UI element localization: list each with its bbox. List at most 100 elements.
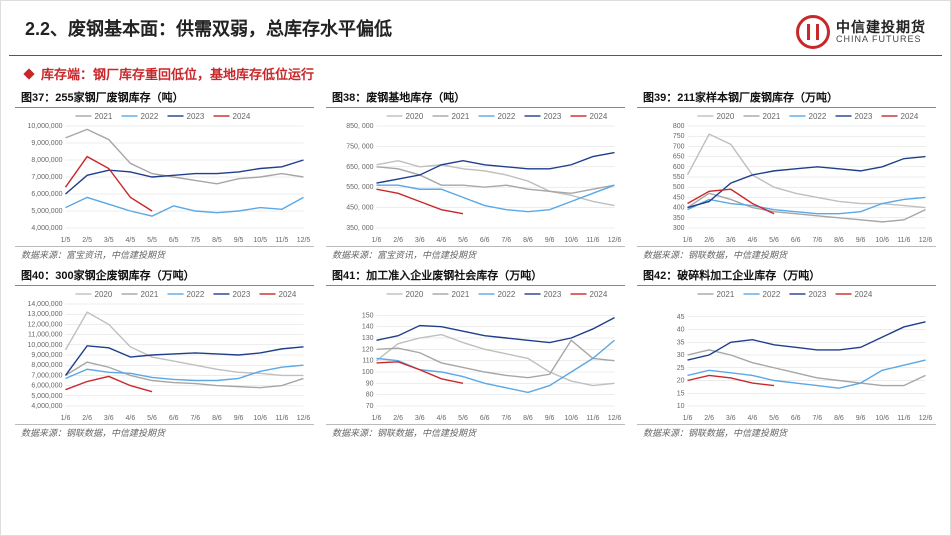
svg-text:2020: 2020: [717, 112, 735, 121]
svg-text:2/6: 2/6: [393, 237, 403, 244]
svg-text:4/6: 4/6: [748, 237, 758, 244]
svg-text:2021: 2021: [452, 112, 470, 121]
svg-text:2/6: 2/6: [393, 415, 403, 422]
svg-text:3/6: 3/6: [104, 415, 114, 422]
svg-text:2020: 2020: [406, 290, 424, 299]
svg-text:11/6: 11/6: [586, 237, 599, 244]
svg-text:9,000,000: 9,000,000: [31, 140, 62, 147]
svg-text:9/6: 9/6: [856, 415, 866, 422]
svg-text:100: 100: [362, 369, 374, 376]
chart-panel: 图40：300家钢企废钢库存（万吨）202020212022202320244,…: [15, 265, 314, 441]
svg-text:8,000,000: 8,000,000: [31, 157, 62, 164]
svg-text:2024: 2024: [590, 112, 608, 121]
svg-text:11/6: 11/6: [897, 415, 910, 422]
svg-text:10/6: 10/6: [875, 237, 889, 244]
chart-source: 数据来源：富宝资讯，中信建投期货: [326, 246, 625, 263]
svg-text:2020: 2020: [95, 290, 113, 299]
svg-text:10: 10: [677, 403, 685, 410]
svg-text:2021: 2021: [141, 290, 159, 299]
svg-text:5,000,000: 5,000,000: [31, 393, 62, 400]
svg-text:3/6: 3/6: [726, 415, 736, 422]
svg-text:12,000,000: 12,000,000: [27, 321, 62, 328]
svg-text:12/6: 12/6: [608, 237, 622, 244]
svg-text:12/6: 12/6: [608, 415, 622, 422]
svg-text:6/6: 6/6: [480, 415, 490, 422]
svg-text:20: 20: [677, 378, 685, 385]
svg-text:1/6: 1/6: [683, 237, 693, 244]
svg-text:600: 600: [673, 164, 685, 171]
chart-title: 图38：废钢基地库存（吨）: [326, 87, 625, 108]
svg-text:3/6: 3/6: [415, 415, 425, 422]
svg-text:8,000,000: 8,000,000: [31, 362, 62, 369]
chart-c42: 202120222023202410152025303540451/62/63/…: [637, 286, 936, 424]
svg-text:6/6: 6/6: [791, 237, 801, 244]
svg-text:4/6: 4/6: [748, 415, 758, 422]
svg-text:11,000,000: 11,000,000: [28, 332, 63, 339]
svg-text:350, 000: 350, 000: [346, 225, 373, 232]
svg-text:9/6: 9/6: [545, 237, 555, 244]
svg-text:9/5: 9/5: [234, 237, 244, 244]
svg-text:10/5: 10/5: [253, 237, 267, 244]
svg-text:5/6: 5/6: [458, 415, 468, 422]
chart-source: 数据来源：钢联数据，中信建投期货: [637, 246, 936, 263]
svg-text:5/6: 5/6: [458, 237, 468, 244]
svg-text:550, 000: 550, 000: [346, 184, 373, 191]
svg-text:2023: 2023: [855, 112, 873, 121]
svg-text:30: 30: [677, 352, 685, 359]
svg-text:70: 70: [366, 403, 374, 410]
svg-text:800: 800: [673, 123, 685, 130]
chart-panel: 图39：211家样本钢厂废钢库存（万吨）20202021202220232024…: [637, 87, 936, 263]
chart-title: 图37：255家钢厂废钢库存（吨）: [15, 87, 314, 108]
svg-text:11/6: 11/6: [897, 237, 910, 244]
svg-text:350: 350: [673, 215, 685, 222]
svg-text:2022: 2022: [498, 290, 516, 299]
svg-text:13,000,000: 13,000,000: [27, 311, 62, 318]
chart-title: 图40：300家钢企废钢库存（万吨）: [15, 265, 314, 286]
logo-en-text: CHINA FUTURES: [836, 35, 926, 44]
svg-text:500: 500: [673, 184, 685, 191]
svg-text:2024: 2024: [901, 112, 919, 121]
svg-text:10/6: 10/6: [564, 237, 578, 244]
svg-text:12/5: 12/5: [297, 237, 311, 244]
svg-text:4,000,000: 4,000,000: [31, 225, 62, 232]
svg-text:4/5: 4/5: [126, 237, 136, 244]
svg-text:40: 40: [677, 327, 685, 334]
svg-text:4/6: 4/6: [437, 415, 447, 422]
svg-text:5/6: 5/6: [769, 415, 779, 422]
svg-text:7/6: 7/6: [501, 237, 511, 244]
svg-text:400: 400: [673, 205, 685, 212]
svg-text:12/6: 12/6: [919, 237, 933, 244]
svg-text:2/6: 2/6: [704, 415, 714, 422]
svg-text:140: 140: [362, 324, 374, 331]
svg-text:130: 130: [362, 335, 374, 342]
svg-text:6/6: 6/6: [791, 415, 801, 422]
svg-text:9/6: 9/6: [234, 415, 244, 422]
svg-text:11/6: 11/6: [586, 415, 599, 422]
svg-text:300: 300: [673, 225, 685, 232]
svg-text:8/5: 8/5: [212, 237, 222, 244]
svg-text:6,000,000: 6,000,000: [31, 383, 62, 390]
svg-text:3/6: 3/6: [726, 237, 736, 244]
svg-text:7/6: 7/6: [190, 415, 200, 422]
svg-text:2/6: 2/6: [82, 415, 92, 422]
svg-text:7,000,000: 7,000,000: [31, 372, 62, 379]
svg-text:25: 25: [677, 365, 685, 372]
svg-text:11/6: 11/6: [275, 415, 288, 422]
svg-text:6/6: 6/6: [169, 415, 179, 422]
svg-text:4,000,000: 4,000,000: [31, 403, 62, 410]
svg-text:9/6: 9/6: [545, 415, 555, 422]
divider: [9, 55, 942, 56]
svg-text:4/6: 4/6: [437, 237, 447, 244]
logo-cn-text: 中信建投期货: [836, 20, 926, 35]
svg-text:9,000,000: 9,000,000: [31, 352, 62, 359]
svg-text:750: 750: [673, 133, 685, 140]
svg-text:150: 150: [362, 312, 374, 319]
svg-text:550: 550: [673, 174, 685, 181]
chart-c40: 202020212022202320244,000,0005,000,0006,…: [15, 286, 314, 424]
svg-text:700: 700: [673, 143, 685, 150]
svg-text:9/6: 9/6: [856, 237, 866, 244]
chart-panel: 图41：加工准入企业废钢社会库存（万吨）20202021202220232024…: [326, 265, 625, 441]
chart-c39: 2020202120222023202430035040045050055060…: [637, 108, 936, 246]
svg-text:1/6: 1/6: [372, 237, 382, 244]
svg-text:11/5: 11/5: [275, 237, 288, 244]
